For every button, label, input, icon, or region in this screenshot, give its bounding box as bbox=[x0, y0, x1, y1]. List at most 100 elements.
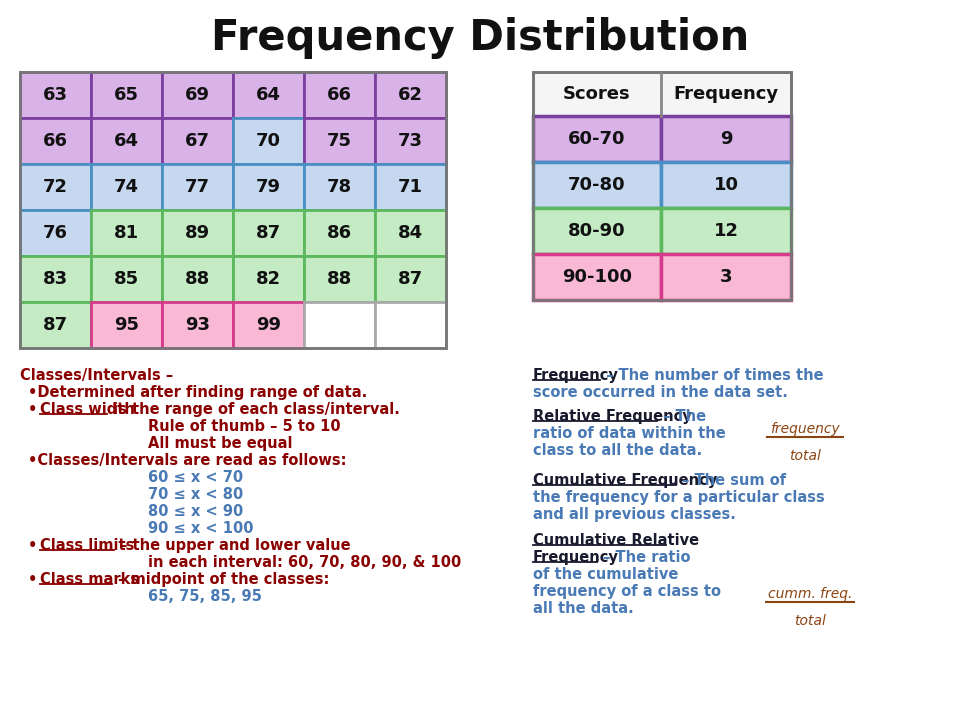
Bar bbox=[20, 210, 91, 256]
Text: 77: 77 bbox=[185, 178, 210, 196]
Bar bbox=[91, 72, 162, 118]
Text: 69: 69 bbox=[185, 86, 210, 104]
Text: 67: 67 bbox=[185, 132, 210, 150]
Text: 89: 89 bbox=[185, 224, 210, 242]
Bar bbox=[375, 210, 446, 256]
Bar bbox=[375, 118, 446, 164]
Text: Frequency: Frequency bbox=[533, 550, 619, 565]
Bar bbox=[20, 302, 91, 348]
Text: total: total bbox=[794, 614, 826, 628]
Bar bbox=[233, 256, 304, 302]
Text: – midpoint of the classes:: – midpoint of the classes: bbox=[113, 572, 329, 587]
Text: 87: 87 bbox=[256, 224, 281, 242]
Text: Frequency Distribution: Frequency Distribution bbox=[211, 17, 749, 59]
Text: 90-100: 90-100 bbox=[562, 268, 632, 286]
Bar bbox=[304, 256, 375, 302]
Bar bbox=[375, 72, 446, 118]
Text: 93: 93 bbox=[185, 316, 210, 334]
Text: is the range of each class/interval.: is the range of each class/interval. bbox=[108, 402, 400, 417]
Text: 99: 99 bbox=[256, 316, 281, 334]
Bar bbox=[375, 164, 446, 210]
Text: •: • bbox=[28, 572, 37, 587]
Text: 80 ≤ x < 90: 80 ≤ x < 90 bbox=[148, 504, 243, 519]
Text: 70 ≤ x < 80: 70 ≤ x < 80 bbox=[148, 487, 243, 502]
Text: 3: 3 bbox=[720, 268, 732, 286]
Text: •Classes/Intervals are read as follows:: •Classes/Intervals are read as follows: bbox=[28, 453, 347, 468]
Bar bbox=[375, 256, 446, 302]
Bar bbox=[233, 72, 304, 118]
Bar bbox=[233, 210, 304, 256]
Text: 85: 85 bbox=[114, 270, 139, 288]
Bar bbox=[661, 162, 791, 208]
Bar bbox=[91, 256, 162, 302]
Bar bbox=[162, 118, 233, 164]
Text: 76: 76 bbox=[43, 224, 68, 242]
Text: frequency of a class to: frequency of a class to bbox=[533, 584, 721, 599]
Bar bbox=[20, 72, 446, 348]
Text: Frequency: Frequency bbox=[533, 368, 619, 383]
Bar bbox=[91, 118, 162, 164]
Text: 60-70: 60-70 bbox=[568, 130, 626, 148]
Bar bbox=[91, 164, 162, 210]
Text: total: total bbox=[789, 449, 821, 463]
Text: – The number of times the: – The number of times the bbox=[601, 368, 824, 383]
Text: 10: 10 bbox=[713, 176, 738, 194]
Bar bbox=[533, 254, 661, 300]
Text: 88: 88 bbox=[185, 270, 210, 288]
Bar bbox=[661, 116, 791, 162]
Text: 90 ≤ x < 100: 90 ≤ x < 100 bbox=[148, 521, 253, 536]
Text: 60 ≤ x < 70: 60 ≤ x < 70 bbox=[148, 470, 243, 485]
Text: •: • bbox=[28, 402, 37, 417]
Bar bbox=[533, 72, 791, 116]
Text: 74: 74 bbox=[114, 178, 139, 196]
Text: Relative Frequency: Relative Frequency bbox=[533, 409, 692, 424]
Text: and all previous classes.: and all previous classes. bbox=[533, 507, 736, 522]
Text: 95: 95 bbox=[114, 316, 139, 334]
Text: Classes/Intervals –: Classes/Intervals – bbox=[20, 368, 173, 383]
Bar bbox=[20, 256, 91, 302]
Bar bbox=[533, 162, 661, 208]
Text: 83: 83 bbox=[43, 270, 68, 288]
Bar bbox=[162, 210, 233, 256]
Bar bbox=[233, 118, 304, 164]
Text: Class marks: Class marks bbox=[40, 572, 139, 587]
Text: 70: 70 bbox=[256, 132, 281, 150]
Bar bbox=[375, 302, 446, 348]
Text: 82: 82 bbox=[256, 270, 281, 288]
Text: 73: 73 bbox=[398, 132, 423, 150]
Text: 72: 72 bbox=[43, 178, 68, 196]
Text: – the upper and lower value: – the upper and lower value bbox=[115, 538, 350, 553]
Text: all the data.: all the data. bbox=[533, 601, 634, 616]
Text: All must be equal: All must be equal bbox=[148, 436, 293, 451]
Bar bbox=[304, 118, 375, 164]
Text: Cumulative Relative: Cumulative Relative bbox=[533, 533, 699, 548]
Text: 65, 75, 85, 95: 65, 75, 85, 95 bbox=[148, 589, 262, 604]
Text: •: • bbox=[28, 538, 37, 553]
Text: – The ratio: – The ratio bbox=[598, 550, 690, 565]
Text: the frequency for a particular class: the frequency for a particular class bbox=[533, 490, 825, 505]
Text: 71: 71 bbox=[398, 178, 423, 196]
Text: cumm. freq.: cumm. freq. bbox=[768, 587, 852, 601]
Text: Class limits: Class limits bbox=[40, 538, 134, 553]
Bar bbox=[533, 116, 661, 162]
Text: 80-90: 80-90 bbox=[568, 222, 626, 240]
Text: of the cumulative: of the cumulative bbox=[533, 567, 679, 582]
Bar bbox=[162, 164, 233, 210]
Bar bbox=[91, 210, 162, 256]
Bar bbox=[20, 118, 91, 164]
Text: 81: 81 bbox=[114, 224, 139, 242]
Text: Frequency: Frequency bbox=[673, 85, 779, 103]
Text: 62: 62 bbox=[398, 86, 423, 104]
Bar bbox=[533, 72, 791, 300]
Text: 9: 9 bbox=[720, 130, 732, 148]
Text: 65: 65 bbox=[114, 86, 139, 104]
Bar bbox=[304, 302, 375, 348]
Text: 84: 84 bbox=[398, 224, 423, 242]
Bar bbox=[162, 72, 233, 118]
Text: frequency: frequency bbox=[770, 422, 840, 436]
Bar bbox=[233, 164, 304, 210]
Bar bbox=[533, 208, 661, 254]
Text: 70-80: 70-80 bbox=[568, 176, 626, 194]
Text: 88: 88 bbox=[326, 270, 352, 288]
Text: Cumulative Frequency: Cumulative Frequency bbox=[533, 473, 717, 488]
